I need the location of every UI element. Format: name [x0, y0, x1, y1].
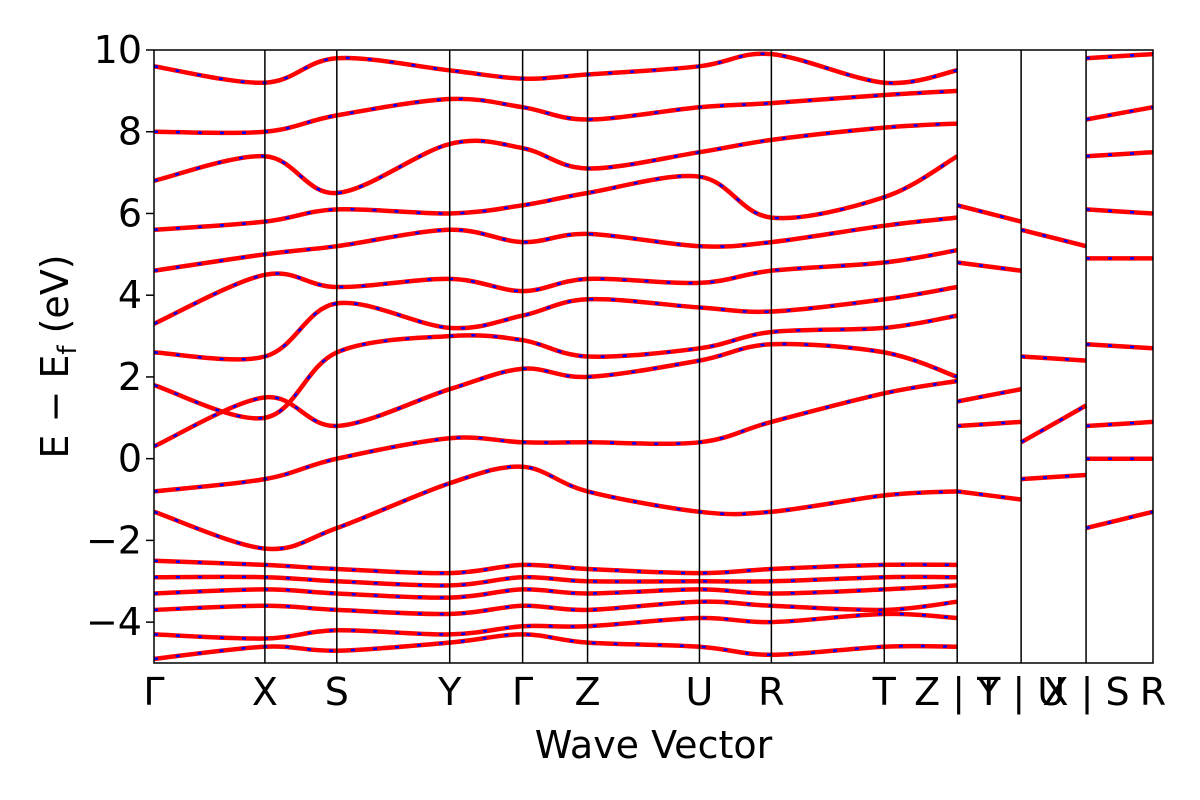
y-axis: −4 −2 0 2 4 6 8 10 [86, 28, 154, 644]
band-line-solid [1085, 149, 1153, 159]
band-line-dashed [154, 584, 958, 599]
band-line-solid [1085, 51, 1153, 61]
y-tick-label: −4 [86, 600, 142, 644]
y-tick-label: 4 [118, 273, 142, 317]
band-line-solid [154, 51, 958, 86]
x-tick-label: Z | Y [914, 670, 1001, 715]
band-line-solid [154, 378, 958, 494]
band-line-solid [154, 464, 958, 552]
y-axis-label: E − Ef (eV) [33, 254, 83, 458]
band-line-solid [1085, 341, 1153, 351]
x-tick-label: Z [575, 670, 601, 714]
band-line-solid [154, 121, 958, 196]
y-axis-label-unit: (eV) [33, 254, 77, 345]
band-line-solid [1085, 104, 1153, 122]
band-line-solid [1020, 354, 1087, 363]
x-tick-label: S [325, 670, 349, 714]
band-line-dashed [154, 559, 958, 575]
band-line-solid [154, 284, 958, 362]
x-axis-label: Wave Vector [535, 723, 773, 767]
band-line-solid [956, 203, 1022, 224]
band-line-solid [1020, 403, 1088, 445]
band-line-solid [1085, 207, 1153, 216]
y-axis-label-subscript: f [53, 345, 83, 355]
band-line-solid [957, 419, 1022, 429]
x-tick-label: Γ [512, 670, 533, 714]
band-line-dashed [154, 248, 958, 325]
y-tick-label: −2 [86, 518, 142, 562]
band-line-solid [154, 247, 958, 326]
band-line-solid [154, 154, 959, 233]
y-tick-label: 10 [94, 28, 142, 72]
x-tick-label: R [758, 670, 784, 714]
band-line-dashed [154, 314, 958, 420]
high-symmetry-lines [264, 50, 1087, 663]
band-line-solid [956, 260, 1022, 273]
band-line-solid [956, 386, 1022, 404]
x-tick-label: U [686, 670, 714, 714]
band-line-solid [1085, 509, 1153, 531]
x-tick-label: Γ [143, 670, 164, 714]
plot-frame [153, 49, 1154, 664]
band-line-solid [1020, 227, 1087, 249]
band-line-dashed [154, 122, 958, 195]
band-line-dashed [154, 575, 958, 587]
band-line-solid [154, 215, 958, 273]
band-line-dashed [154, 342, 958, 448]
band-line-dashed [154, 600, 958, 616]
band-line-dashed [154, 612, 958, 640]
band-line-dashed [154, 216, 958, 272]
band-line-solid [154, 88, 958, 136]
band-line-solid [956, 489, 1022, 502]
band-line-solid [1085, 419, 1153, 429]
x-tick-label: R [1140, 670, 1166, 714]
y-tick-label: 8 [118, 110, 142, 154]
band-line-solid [154, 341, 958, 449]
band-line-solid [1020, 472, 1087, 482]
band-line-dashed [1020, 404, 1087, 444]
x-tick-label: X | S [1043, 670, 1130, 715]
x-tick-label: T | U [976, 670, 1065, 715]
x-tick-label: Y [437, 670, 462, 714]
band-line-solid [154, 632, 958, 662]
y-axis-label-main: E − E [33, 355, 77, 459]
x-tick-label: X [252, 670, 278, 714]
band-lines [154, 51, 1153, 662]
x-tick-label: T [872, 670, 897, 714]
y-tick-label: 0 [118, 437, 142, 481]
y-tick-label: 2 [118, 355, 142, 399]
y-tick-label: 6 [118, 191, 142, 235]
